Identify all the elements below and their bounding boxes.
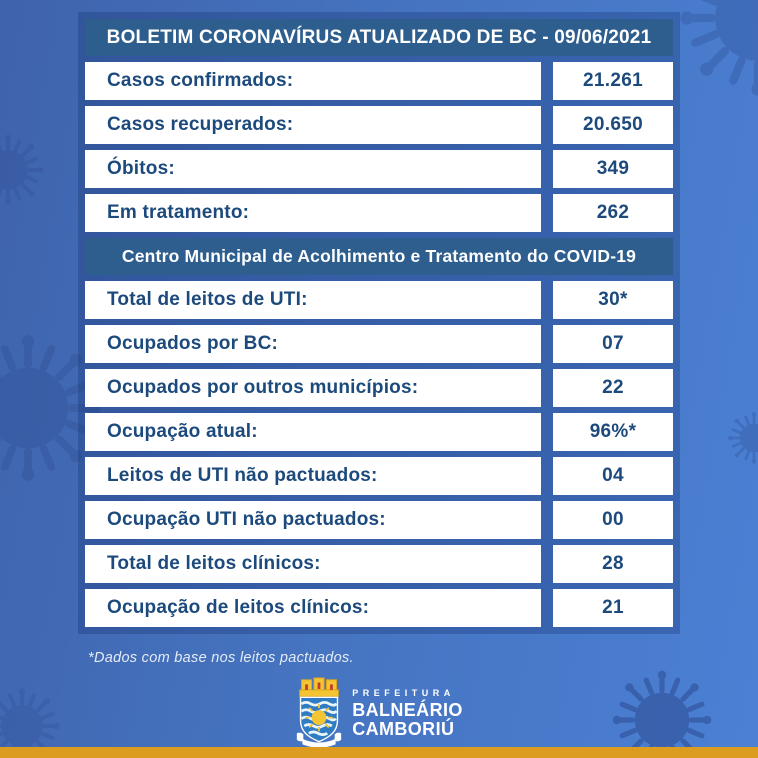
row-label: Em tratamento: [85, 194, 541, 232]
row-label: Casos recuperados: [85, 106, 541, 144]
bulletin-table: BOLETIM CORONAVÍRUS ATUALIZADO DE BC - 0… [78, 12, 680, 634]
row-value: 349 [553, 150, 673, 188]
hospital-stats-rows: Total de leitos de UTI: 30* Ocupados por B… [85, 281, 673, 627]
row-label: Total de leitos clínicos: [85, 545, 541, 583]
case-stats-rows: Casos confirmados: 21.261 Casos recuperado… [85, 62, 673, 232]
section-title-bar: Centro Municipal de Acolhimento e Tratam… [85, 238, 673, 275]
row-value: 21 [553, 589, 673, 627]
logo-balneario: BALNEÁRIO [352, 700, 463, 721]
table-row: Ocupação atual: 96%* [85, 413, 673, 451]
row-label: Leitos de UTI não pactuados: [85, 457, 541, 495]
table-row: Ocupação de leitos clínicos: 21 [85, 589, 673, 627]
row-value: 04 [553, 457, 673, 495]
row-value: 28 [553, 545, 673, 583]
table-row: Óbitos: 349 [85, 150, 673, 188]
table-row: Casos recuperados: 20.650 [85, 106, 673, 144]
city-logo-text: PREFEITURA BALNEÁRIO CAMBORIÚ [352, 688, 463, 738]
row-label: Total de leitos de UTI: [85, 281, 541, 319]
row-value: 96%* [553, 413, 673, 451]
row-value: 20.650 [553, 106, 673, 144]
row-value: 21.261 [553, 62, 673, 100]
logo-camboriu: CAMBORIÚ [352, 718, 455, 739]
footnote: *Dados com base nos leitos pactuados. [88, 650, 354, 666]
row-value: 07 [553, 325, 673, 363]
row-value: 30* [553, 281, 673, 319]
row-label: Ocupação UTI não pactuados: [85, 501, 541, 539]
section-title: Centro Municipal de Acolhimento e Tratam… [121, 246, 637, 266]
bottom-accent-band [0, 747, 758, 758]
table-row: Ocupados por outros municípios: 22 [85, 369, 673, 407]
city-logo: PREFEITURA BALNEÁRIO CAMBORIÚ [0, 676, 758, 750]
table-row: Ocupados por BC: 07 [85, 325, 673, 363]
bulletin-title: BOLETIM CORONAVÍRUS ATUALIZADO DE BC - 0… [106, 26, 652, 48]
table-row: Casos confirmados: 21.261 [85, 62, 673, 100]
row-value: 00 [553, 501, 673, 539]
row-value: 262 [553, 194, 673, 232]
table-row: Leitos de UTI não pactuados: 04 [85, 457, 673, 495]
row-label: Ocupação atual: [85, 413, 541, 451]
row-label: Ocupados por BC: [85, 325, 541, 363]
row-label: Óbitos: [85, 150, 541, 188]
logo-prefeitura: PREFEITURA [352, 688, 455, 699]
row-label: Ocupação de leitos clínicos: [85, 589, 541, 627]
row-value: 22 [553, 369, 673, 407]
table-row: Total de leitos clínicos: 28 [85, 545, 673, 583]
row-label: Ocupados por outros municípios: [85, 369, 541, 407]
row-label: Casos confirmados: [85, 62, 541, 100]
city-crest-icon [297, 677, 342, 748]
table-row: Total de leitos de UTI: 30* [85, 281, 673, 319]
table-row: Em tratamento: 262 [85, 194, 673, 232]
table-row: Ocupação UTI não pactuados: 00 [85, 501, 673, 539]
bulletin-title-bar: BOLETIM CORONAVÍRUS ATUALIZADO DE BC - 0… [85, 19, 673, 56]
